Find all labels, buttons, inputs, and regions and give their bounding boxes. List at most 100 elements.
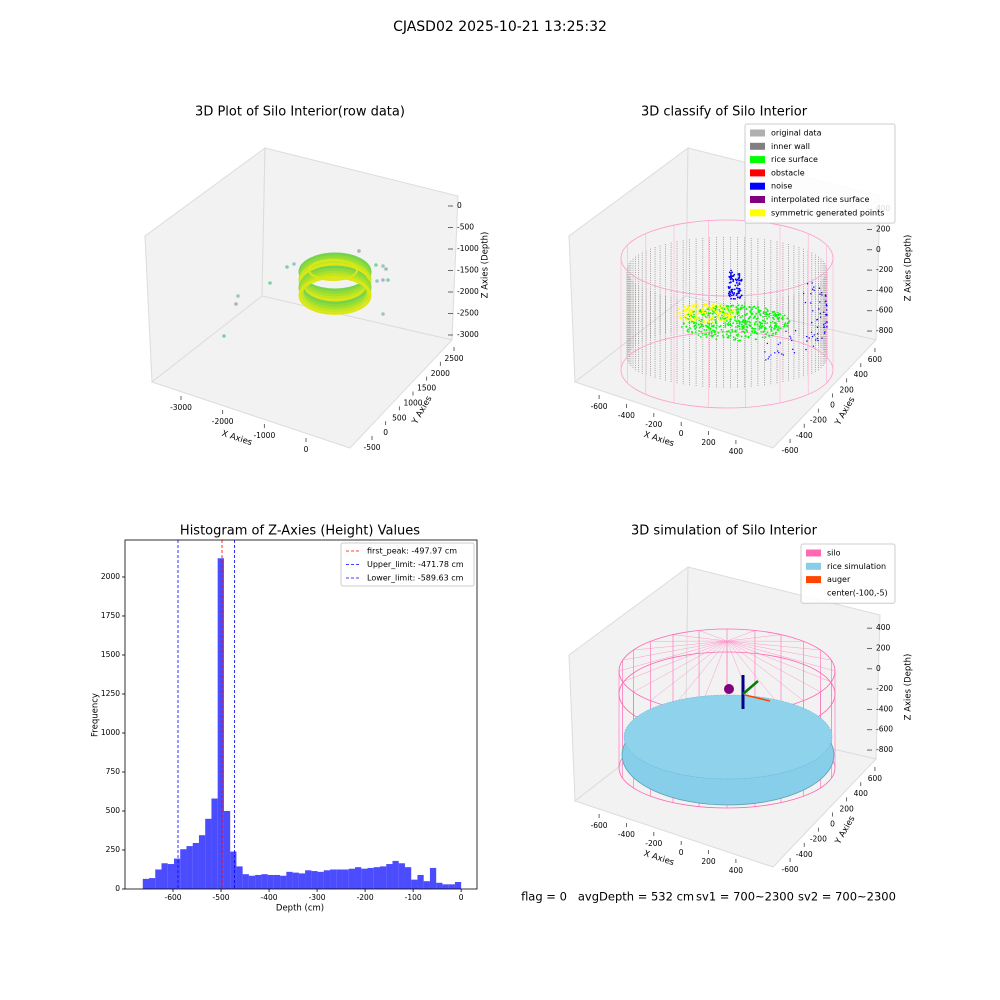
point (719, 319, 722, 322)
point (761, 336, 764, 339)
x-tick-label: -3000 (170, 403, 192, 412)
bar (442, 884, 449, 889)
point (723, 319, 726, 322)
point (729, 295, 731, 298)
point (770, 354, 772, 356)
y-tick-label: 250 (106, 845, 121, 854)
point (699, 335, 702, 338)
point (710, 317, 713, 320)
point (712, 334, 714, 337)
y-tick-label: -400 (796, 431, 813, 440)
point (704, 314, 707, 316)
y-tick-label: 1500 (101, 650, 120, 659)
point (687, 313, 690, 316)
point (730, 309, 733, 312)
bar (323, 870, 331, 889)
bar (217, 558, 224, 889)
point (753, 323, 756, 326)
point (777, 318, 780, 321)
point (751, 313, 754, 315)
legend-box (744, 123, 896, 224)
point (728, 275, 731, 278)
x-tick-label: -400 (618, 411, 635, 420)
point (810, 302, 812, 304)
bar (223, 810, 231, 889)
y-tick-label: 0 (830, 820, 835, 829)
point (710, 332, 713, 335)
point (768, 334, 771, 337)
point (780, 317, 783, 320)
point (704, 308, 707, 311)
legend-swatch (750, 196, 765, 203)
point (714, 330, 717, 333)
point (707, 327, 710, 330)
point (722, 314, 725, 317)
point (764, 322, 766, 325)
silo-wire (633, 640, 728, 693)
z-tick-label: -600 (876, 306, 893, 315)
y-tick-label: 1000 (403, 399, 422, 408)
point (732, 336, 735, 338)
point (704, 315, 707, 318)
point (689, 327, 692, 330)
point (745, 308, 748, 310)
point (701, 313, 704, 316)
point (716, 305, 719, 308)
z-tick-label: -500 (457, 223, 474, 232)
point (728, 306, 731, 309)
point (737, 287, 739, 290)
point (746, 330, 749, 333)
point (770, 328, 773, 331)
point (775, 326, 778, 328)
point (810, 293, 812, 295)
point (759, 309, 762, 312)
point (721, 334, 724, 337)
point (755, 338, 758, 341)
point (737, 312, 740, 314)
legend-label: Upper_limit: -471.78 cm (367, 560, 464, 569)
legend-label: Lower_limit: -589.63 cm (367, 574, 464, 583)
point (375, 279, 379, 283)
point (753, 327, 755, 330)
point (729, 314, 732, 317)
bar (411, 879, 418, 889)
point (751, 326, 754, 329)
point (774, 333, 777, 335)
y-tick-label: 0 (383, 428, 388, 437)
legend-label: interpolated rice surface (771, 195, 869, 204)
z-tick-label: 200 (876, 224, 891, 233)
bar (211, 798, 218, 889)
point (821, 337, 823, 339)
point (771, 320, 774, 323)
point (706, 308, 709, 311)
point (715, 324, 718, 327)
point (735, 331, 737, 333)
x-axis-label: X Axies (642, 430, 675, 449)
y-tick-label: 1750 (101, 611, 120, 620)
point (742, 330, 745, 333)
point (738, 287, 741, 290)
point (761, 322, 764, 325)
point (694, 327, 697, 330)
y-tick-label: -600 (782, 865, 799, 874)
point (715, 311, 717, 314)
point (734, 297, 736, 300)
y-tick-label: 500 (392, 413, 407, 422)
point (693, 321, 696, 324)
point (788, 320, 791, 323)
point (778, 316, 781, 319)
point (768, 313, 771, 316)
point (713, 306, 716, 309)
point (713, 309, 716, 312)
point (718, 312, 721, 315)
point (740, 316, 742, 319)
point (819, 316, 822, 318)
point (702, 311, 705, 313)
point (708, 305, 710, 307)
y-tick-label: -200 (810, 416, 827, 425)
point (729, 323, 732, 326)
y-tick-label: -200 (810, 835, 827, 844)
point (688, 309, 691, 312)
point (781, 353, 783, 355)
point (707, 312, 710, 315)
